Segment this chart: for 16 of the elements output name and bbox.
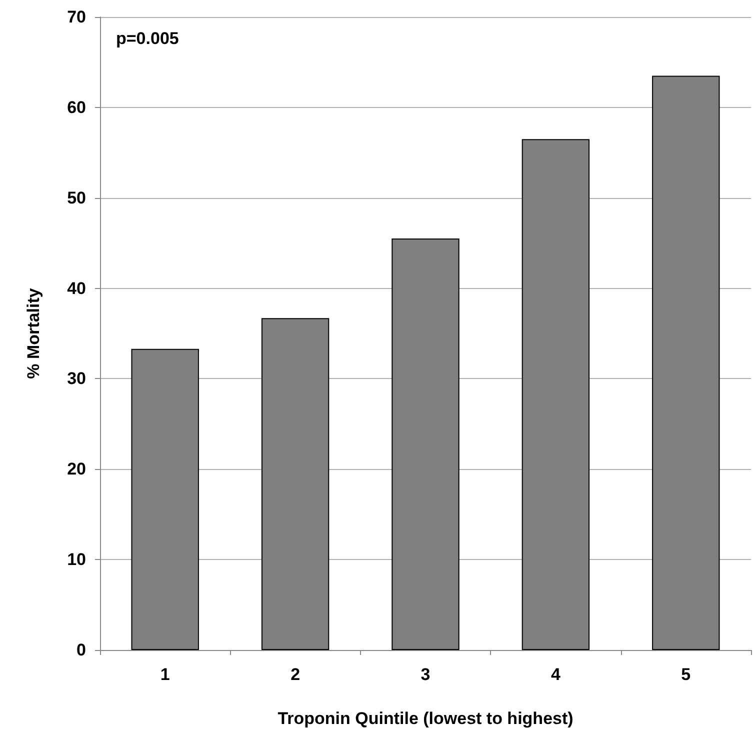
x-tick-label: 4 [550,665,561,684]
y-axis-title: % Mortality [24,288,43,379]
y-tick-label: 0 [76,640,86,660]
y-tick-label: 50 [67,188,86,208]
y-tick-label: 70 [67,8,86,26]
y-tick-label: 30 [67,369,86,388]
annotation: p=0.005 [116,29,179,48]
y-tick-label: 60 [67,98,86,117]
y-tick-label: 20 [67,460,86,479]
y-tick-label: 10 [67,550,86,570]
x-axis-title: Troponin Quintile (lowest to highest) [278,709,574,728]
x-tick-label: 1 [160,665,170,684]
x-tick-label: 5 [681,665,691,684]
x-tick-label: 2 [290,665,300,684]
x-tick-label: 3 [420,665,430,684]
y-tick-label: 40 [67,278,86,298]
